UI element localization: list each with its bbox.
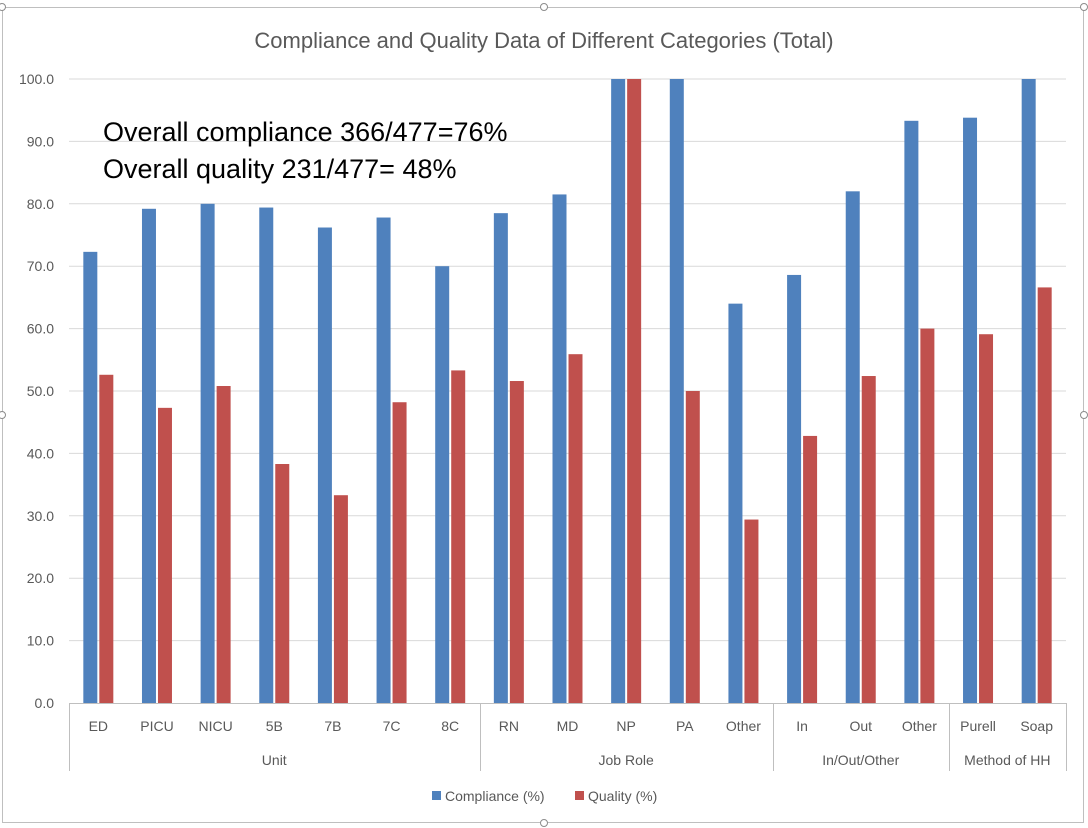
y-tick-label: 50.0 (27, 383, 54, 399)
x-tick-label: In (796, 718, 808, 734)
bar-compliance (317, 227, 332, 703)
x-tick-label: Purell (960, 718, 996, 734)
bar-compliance (435, 266, 450, 703)
x-tick-label: NICU (199, 718, 233, 734)
x-tick-label: PICU (140, 718, 173, 734)
bar-compliance (904, 120, 919, 704)
y-tick-label: 30.0 (27, 508, 54, 524)
bar-compliance (376, 217, 391, 703)
x-tick-label: Soap (1020, 718, 1053, 734)
bar-quality (568, 354, 583, 703)
y-tick-label: 0.0 (35, 695, 55, 711)
bar-quality (392, 402, 407, 703)
bar-quality (216, 386, 231, 703)
annotation-overall-quality: Overall quality 231/477= 48% (103, 154, 456, 184)
legend-swatch (575, 791, 584, 800)
bar-quality (627, 79, 642, 703)
bar-compliance (728, 303, 743, 703)
annotation-overall-compliance: Overall compliance 366/477=76% (103, 117, 508, 147)
bar-compliance (83, 251, 98, 703)
x-group-label: Method of HH (964, 752, 1050, 768)
gridlines (69, 78, 1066, 642)
y-tick-label: 70.0 (27, 258, 54, 274)
y-tick-label: 90.0 (27, 133, 54, 149)
chart-title: Compliance and Quality Data of Different… (254, 28, 833, 53)
bar-quality (979, 334, 994, 703)
x-group-label: In/Out/Other (822, 752, 899, 768)
bar-quality (685, 391, 700, 703)
bar-compliance (552, 194, 567, 703)
x-tick-label: RN (499, 718, 519, 734)
x-tick-label: Other (726, 718, 761, 734)
bar-quality (861, 376, 876, 703)
y-tick-label: 20.0 (27, 570, 54, 586)
annotations: Overall compliance 366/477=76% Overall q… (103, 117, 508, 184)
bar-compliance (845, 191, 860, 703)
resize-handle-top-left[interactable] (0, 3, 6, 11)
legend-label: Quality (%) (588, 788, 657, 804)
bar-compliance (1021, 79, 1036, 703)
resize-handle-middle-left[interactable] (0, 411, 6, 419)
bar-compliance (259, 207, 274, 703)
x-group-label: Unit (262, 752, 287, 768)
x-tick-label: 7C (383, 718, 401, 734)
bar-quality (157, 407, 172, 703)
x-tick-label: NP (616, 718, 635, 734)
bar-quality (99, 374, 114, 703)
x-tick-label: Other (902, 718, 937, 734)
bar-quality (509, 381, 524, 703)
x-group-label: Job Role (599, 752, 654, 768)
x-tick-label: 7B (324, 718, 341, 734)
bar-quality (275, 464, 290, 703)
x-tick-label: MD (557, 718, 579, 734)
legend-swatch (432, 791, 441, 800)
legend: Compliance (%) Quality (%) (432, 788, 657, 804)
bar-quality (451, 370, 466, 703)
resize-handle-bottom-center[interactable] (540, 819, 548, 827)
bar-compliance (611, 79, 626, 703)
bar-quality (803, 435, 818, 703)
bar-compliance (669, 79, 684, 703)
x-tick-label: PA (676, 718, 694, 734)
y-tick-label: 40.0 (27, 445, 54, 461)
x-axis: ED PICU NICU 5B 7B 7C 8C RN MD NP PA Other In Out Othe… (69, 703, 1067, 771)
x-tick-label: ED (89, 718, 108, 734)
bar-compliance (963, 117, 978, 704)
x-tick-label: 8C (441, 718, 459, 734)
bar-compliance (200, 203, 215, 704)
y-axis-tick-labels: 0.0 10.0 20.0 30.0 40.0 50.0 60.0 70.0 80.0 90.0 1… (19, 71, 54, 711)
y-tick-label: 100.0 (19, 71, 54, 87)
y-tick-label: 10.0 (27, 633, 54, 649)
y-tick-label: 60.0 (27, 321, 54, 337)
resize-handle-top-center[interactable] (540, 3, 548, 11)
bar-quality (1037, 287, 1052, 703)
bar-compliance (141, 208, 156, 704)
bars (83, 79, 1052, 704)
x-tick-label: Out (849, 718, 872, 734)
x-tick-label: 5B (266, 718, 283, 734)
bar-quality (744, 519, 759, 703)
bar-compliance (787, 274, 802, 703)
legend-label: Compliance (%) (445, 788, 545, 804)
bar-compliance (493, 213, 508, 703)
y-tick-label: 80.0 (27, 196, 54, 212)
bar-quality (920, 328, 935, 703)
bar-quality (333, 495, 348, 703)
